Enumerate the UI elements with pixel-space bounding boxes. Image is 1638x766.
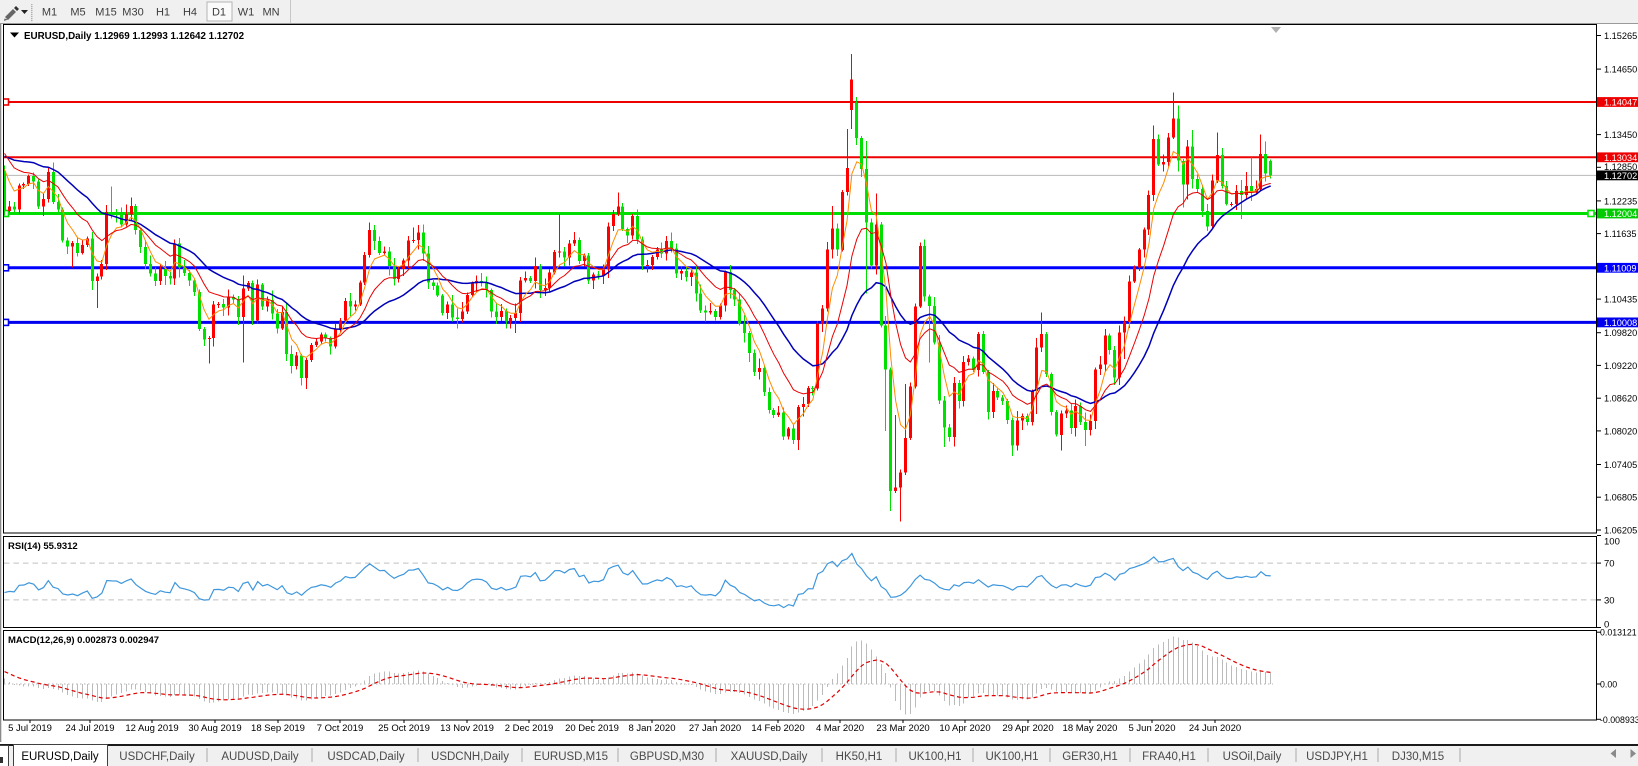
svg-text:1.07405: 1.07405: [1604, 460, 1637, 470]
svg-text:24 Jun 2020: 24 Jun 2020: [1189, 723, 1241, 734]
svg-text:0: 0: [1604, 620, 1609, 631]
svg-text:0.013121: 0.013121: [1600, 628, 1637, 638]
svg-text:1.06805: 1.06805: [1604, 493, 1637, 503]
svg-text:12 Aug 2019: 12 Aug 2019: [125, 723, 178, 734]
svg-text:EURUSD,Daily: EURUSD,Daily: [21, 751, 99, 763]
svg-text:10 Apr 2020: 10 Apr 2020: [939, 723, 990, 734]
svg-text:1.11009: 1.11009: [1604, 263, 1637, 273]
svg-text:23 Mar 2020: 23 Mar 2020: [876, 723, 929, 734]
svg-text:29 Apr 2020: 29 Apr 2020: [1002, 723, 1053, 734]
svg-text:1.09220: 1.09220: [1604, 361, 1637, 371]
svg-text:1.12235: 1.12235: [1604, 196, 1637, 206]
svg-text:EURUSD,M15: EURUSD,M15: [534, 751, 608, 763]
svg-text:AUDUSD,Daily: AUDUSD,Daily: [221, 751, 299, 763]
svg-text:RSI(14) 55.9312: RSI(14) 55.9312: [8, 541, 78, 552]
svg-text:M15: M15: [95, 7, 116, 19]
svg-text:H4: H4: [183, 7, 197, 19]
svg-text:18 Sep 2019: 18 Sep 2019: [251, 723, 305, 734]
svg-text:20 Dec 2019: 20 Dec 2019: [565, 723, 619, 734]
svg-text:1.10008: 1.10008: [1604, 318, 1637, 328]
svg-text:1.10435: 1.10435: [1604, 295, 1637, 305]
svg-text:1.09820: 1.09820: [1604, 328, 1637, 338]
svg-text:30: 30: [1604, 595, 1615, 606]
svg-text:1.12004: 1.12004: [1604, 209, 1637, 219]
svg-text:GBPUSD,M30: GBPUSD,M30: [630, 751, 704, 763]
svg-text:24 Jul 2019: 24 Jul 2019: [65, 723, 114, 734]
svg-text:1.13034: 1.13034: [1604, 153, 1637, 163]
svg-text:USDCNH,Daily: USDCNH,Daily: [431, 751, 509, 763]
svg-text:25 Oct 2019: 25 Oct 2019: [378, 723, 430, 734]
svg-text:DJ30,M15: DJ30,M15: [1392, 751, 1444, 763]
svg-text:EURUSD,Daily 1.12969 1.12993: EURUSD,Daily 1.12969 1.12993 1.12642 1.1…: [24, 31, 245, 42]
svg-text:USDCAD,Daily: USDCAD,Daily: [327, 751, 405, 763]
svg-text:5 Jul 2019: 5 Jul 2019: [8, 723, 52, 734]
svg-text:14 Feb 2020: 14 Feb 2020: [751, 723, 804, 734]
svg-text:D1: D1: [212, 7, 226, 19]
svg-text:1.12702: 1.12702: [1604, 171, 1637, 181]
svg-text:13 Nov 2019: 13 Nov 2019: [440, 723, 494, 734]
svg-text:XAUUSD,Daily: XAUUSD,Daily: [731, 751, 808, 763]
svg-text:HK50,H1: HK50,H1: [836, 751, 883, 763]
svg-text:USOil,Daily: USOil,Daily: [1223, 751, 1282, 763]
svg-text:USDCHF,Daily: USDCHF,Daily: [119, 751, 195, 763]
svg-text:70: 70: [1604, 559, 1615, 570]
svg-text:1.14047: 1.14047: [1604, 98, 1637, 108]
svg-text:-0.008933: -0.008933: [1600, 715, 1638, 725]
svg-text:GER30,H1: GER30,H1: [1062, 751, 1118, 763]
svg-text:1.15265: 1.15265: [1604, 31, 1637, 41]
svg-text:1.08020: 1.08020: [1604, 426, 1637, 436]
svg-text:MN: MN: [262, 7, 279, 19]
svg-text:18 May 2020: 18 May 2020: [1063, 723, 1118, 734]
svg-text:0.00: 0.00: [1600, 680, 1617, 690]
svg-text:1.11635: 1.11635: [1604, 229, 1637, 239]
svg-text:MACD(12,26,9) 0.002873 0.00294: MACD(12,26,9) 0.002873 0.002947: [8, 635, 159, 646]
svg-text:FRA40,H1: FRA40,H1: [1142, 751, 1196, 763]
svg-text:UK100,H1: UK100,H1: [908, 751, 961, 763]
svg-text:M1: M1: [42, 7, 57, 19]
svg-text:2 Dec 2019: 2 Dec 2019: [505, 723, 554, 734]
svg-text:100: 100: [1604, 537, 1620, 548]
svg-text:1.06205: 1.06205: [1604, 526, 1637, 536]
svg-text:USDJPY,H1: USDJPY,H1: [1306, 751, 1368, 763]
svg-text:1.12850: 1.12850: [1604, 162, 1637, 172]
svg-text:27 Jan 2020: 27 Jan 2020: [689, 723, 741, 734]
svg-text:H1: H1: [156, 7, 170, 19]
svg-text:30 Aug 2019: 30 Aug 2019: [188, 723, 241, 734]
svg-text:W1: W1: [238, 7, 255, 19]
svg-text:7 Oct 2019: 7 Oct 2019: [317, 723, 363, 734]
svg-text:4 Mar 2020: 4 Mar 2020: [816, 723, 864, 734]
svg-text:5 Jun 2020: 5 Jun 2020: [1128, 723, 1175, 734]
svg-text:M5: M5: [70, 7, 85, 19]
svg-text:UK100,H1: UK100,H1: [985, 751, 1038, 763]
svg-text:8 Jan 2020: 8 Jan 2020: [628, 723, 675, 734]
svg-text:M30: M30: [122, 7, 143, 19]
svg-text:1.14650: 1.14650: [1604, 65, 1637, 75]
svg-text:1.13450: 1.13450: [1604, 130, 1637, 140]
svg-text:1.08620: 1.08620: [1604, 394, 1637, 404]
